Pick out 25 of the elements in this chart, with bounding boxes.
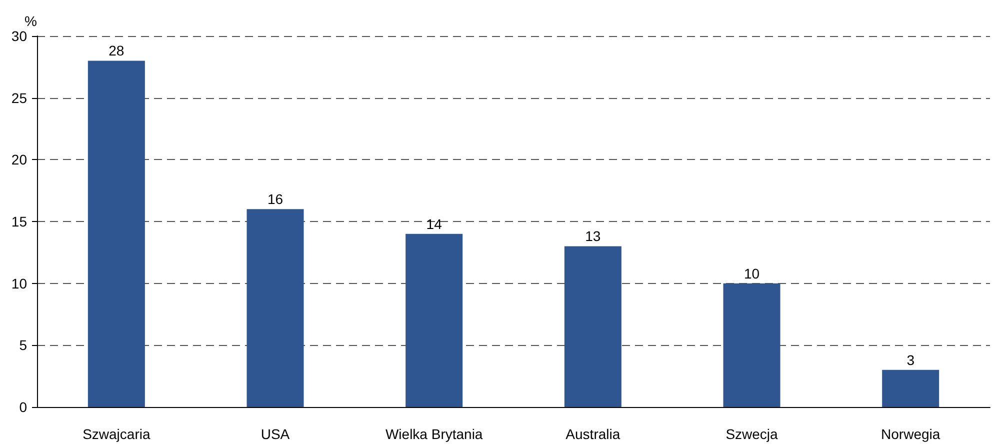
- x-tick-label: Wielka Brytania: [385, 426, 483, 442]
- x-tick-label: Szwajcaria: [82, 426, 150, 442]
- data-label: 28: [108, 42, 124, 59]
- data-label: 10: [744, 265, 760, 282]
- x-tick-label: Norwegia: [881, 426, 940, 442]
- y-tick-label: 10: [11, 275, 28, 292]
- bar: [246, 209, 304, 407]
- bar: [723, 283, 780, 407]
- y-tick-label: 15: [11, 214, 28, 230]
- x-tick-label: USA: [260, 426, 290, 442]
- data-label: 16: [267, 191, 284, 208]
- data-label: 13: [585, 228, 601, 244]
- data-label: 3: [906, 352, 915, 368]
- bar: [406, 234, 463, 407]
- x-tick-label: Szwecja: [726, 426, 778, 442]
- y-tick-label: 0: [19, 399, 28, 415]
- bar: [564, 246, 622, 407]
- y-tick-label: 25: [11, 90, 28, 106]
- y-axis-title: %: [24, 13, 37, 29]
- x-tick-label: Australia: [566, 426, 620, 442]
- y-tick-label: 5: [19, 337, 28, 354]
- bar: [88, 60, 145, 407]
- y-tick-label: 30: [11, 28, 28, 44]
- bar: [882, 370, 940, 407]
- y-tick-label: 20: [11, 152, 28, 168]
